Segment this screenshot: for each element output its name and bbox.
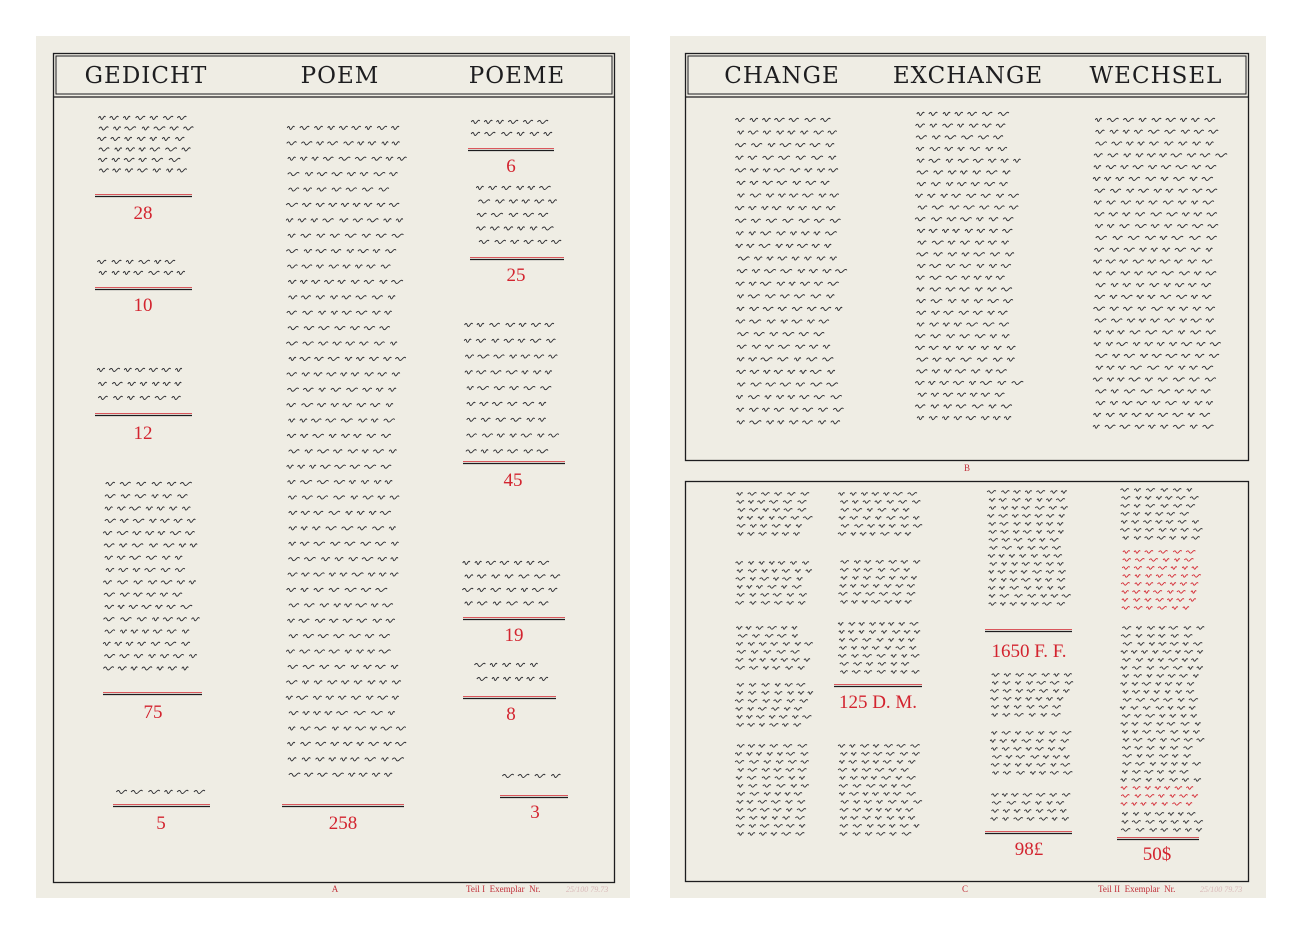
count-label: 258	[329, 813, 358, 834]
sheet-a-paper	[36, 36, 630, 898]
handwritten-block	[990, 793, 1071, 821]
sheet-b: CHANGE EXCHANGE WECHSEL B 125 D. M. 1650…	[670, 36, 1266, 898]
handwritten-block	[837, 492, 923, 536]
pencil-signature: 25/100 79.73	[566, 885, 608, 894]
count-label: 10	[134, 295, 153, 316]
count-label: 25	[507, 265, 526, 286]
header-poem: POEM	[301, 63, 380, 89]
handwritten-block	[115, 789, 206, 794]
handwritten-block	[838, 560, 921, 604]
handwritten-block	[734, 744, 810, 836]
section-letter-b: B	[964, 463, 970, 473]
handwritten-block	[1119, 488, 1203, 540]
handwritten-block	[475, 185, 562, 244]
count-label: 75	[144, 702, 163, 723]
header-gedicht: GEDICHT	[85, 63, 208, 89]
count-label: 6	[506, 156, 516, 177]
handwritten-block	[837, 622, 921, 674]
handwritten-block	[461, 560, 561, 606]
handwritten-block	[96, 259, 186, 275]
handwritten-block	[501, 773, 561, 778]
handwritten-block	[986, 490, 1071, 606]
handwritten-block	[914, 111, 1024, 421]
price-label: 50$	[1143, 844, 1172, 865]
section-b-frame	[684, 52, 1250, 462]
price-label: 98£	[1015, 839, 1044, 860]
count-label: 45	[504, 470, 523, 491]
price-label: 125 D. M.	[839, 692, 917, 713]
count-label: 19	[505, 625, 524, 646]
handwritten-block	[470, 119, 553, 136]
section-letter-a: A	[332, 884, 339, 894]
pencil-signature: 25/100 79.73	[1200, 885, 1242, 894]
count-label: 3	[530, 802, 540, 823]
handwritten-block	[1092, 117, 1228, 429]
sheet-a-frame	[52, 52, 616, 884]
edition-footer: Teil II Exemplar Nr.	[1098, 884, 1175, 894]
header-exchange: EXCHANGE	[893, 63, 1043, 89]
handwritten-block	[989, 731, 1073, 775]
handwritten-block	[285, 125, 407, 777]
handwritten-block	[97, 115, 194, 173]
header-poeme: POEME	[469, 63, 565, 89]
count-label: 8	[506, 704, 516, 725]
count-label: 5	[156, 813, 166, 834]
handwritten-block	[990, 673, 1074, 717]
section-c-frame	[684, 480, 1250, 883]
handwritten-block	[734, 117, 848, 425]
handwritten-block	[837, 744, 923, 836]
handwritten-block	[96, 367, 183, 400]
header-wechsel: WECHSEL	[1090, 63, 1223, 89]
sheet-a: GEDICHT POEM POEME 28 10 12 75 5 258 6 2…	[36, 36, 630, 898]
count-label: 28	[134, 203, 153, 224]
handwritten-block	[1120, 550, 1202, 610]
count-label: 12	[134, 423, 153, 444]
handwritten-block	[102, 481, 200, 671]
edition-footer: Teil I Exemplar Nr.	[466, 884, 540, 894]
handwritten-block	[463, 322, 560, 454]
header-change: CHANGE	[724, 63, 840, 89]
handwritten-block	[1120, 786, 1199, 806]
handwritten-block	[736, 492, 813, 536]
handwritten-block	[474, 662, 549, 681]
handwritten-block	[735, 626, 814, 670]
handwritten-block	[1120, 812, 1204, 832]
handwritten-block	[734, 683, 814, 727]
price-label: 1650 F. F.	[991, 641, 1066, 662]
section-letter-c: C	[962, 884, 968, 894]
sheet-b-header-box	[687, 55, 1247, 95]
sheet-a-header-box	[55, 55, 613, 95]
handwritten-block	[1119, 626, 1205, 782]
handwritten-block	[735, 561, 813, 605]
